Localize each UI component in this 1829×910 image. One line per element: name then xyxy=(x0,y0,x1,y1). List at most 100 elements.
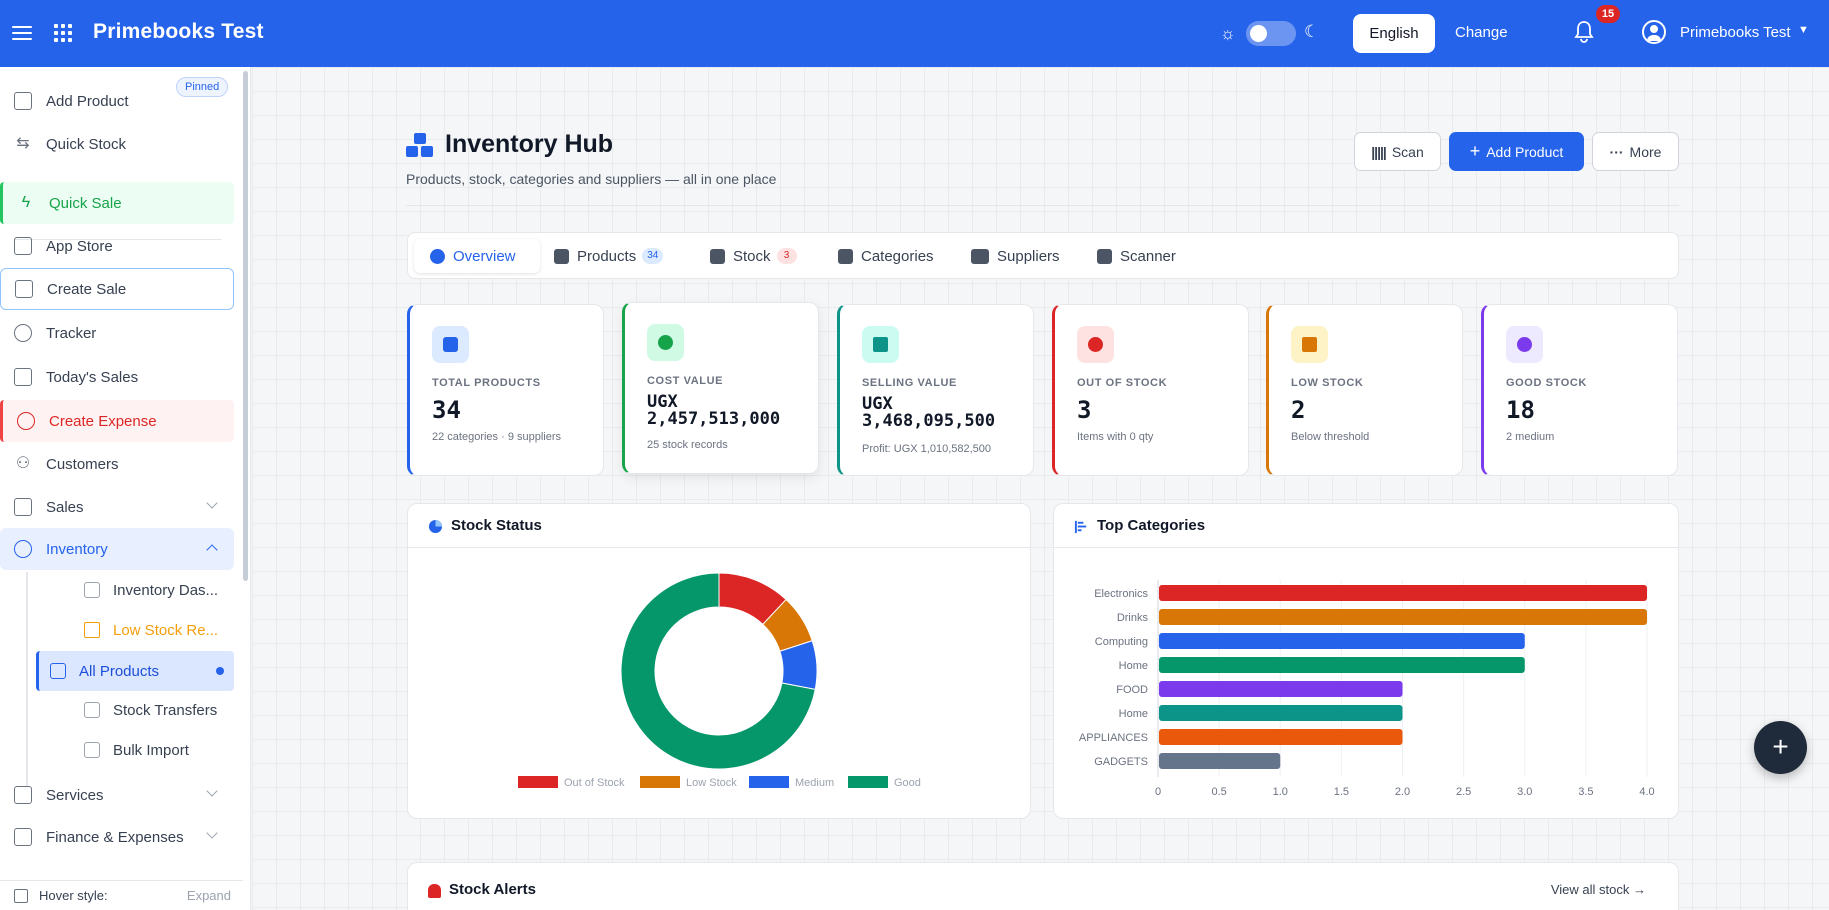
sidebar-subitem-stock-transfers[interactable]: Stock Transfers xyxy=(84,692,217,728)
stat-label: TOTAL PRODUCTS xyxy=(432,377,541,389)
tree-line xyxy=(26,572,28,787)
sidebar-item-quick-sale[interactable]: ϟ Quick Sale xyxy=(0,182,234,224)
sidebar-item-app-store[interactable]: App Store xyxy=(0,225,234,267)
stat-card-total-products[interactable]: TOTAL PRODUCTS 34 22 categories · 9 supp… xyxy=(407,304,604,476)
stat-card-low-stock[interactable]: LOW STOCK 2 Below threshold xyxy=(1266,304,1463,476)
menu-icon[interactable] xyxy=(12,22,32,44)
moon-icon: ☾ xyxy=(1304,22,1320,41)
sidebar-item-sales[interactable]: Sales xyxy=(0,486,234,528)
tab-products[interactable]: Products 34 xyxy=(554,239,664,273)
sidebar-item-tracker[interactable]: Tracker xyxy=(0,312,234,354)
lightning-icon: ϟ xyxy=(21,194,31,211)
sidebar-toggle-icon xyxy=(14,888,28,903)
sidebar-subitem-low-stock[interactable]: Low Stock Re... xyxy=(84,612,218,648)
page-subtitle: Products, stock, categories and supplier… xyxy=(406,171,777,187)
tab-label: Overview xyxy=(453,247,516,265)
brand-title[interactable]: Primebooks Test xyxy=(93,20,264,43)
floating-add-button[interactable]: + xyxy=(1754,721,1807,774)
sidebar-item-label: Customers xyxy=(46,455,119,473)
boxes-icon xyxy=(14,540,32,558)
sidebar-item-label: Create Sale xyxy=(47,280,127,298)
sidebar-divider xyxy=(14,239,222,240)
view-all-stock-link[interactable]: View all stock → xyxy=(1550,882,1646,897)
tab-overview[interactable]: Overview xyxy=(414,239,540,273)
sidebar-subitem-inventory-dashboard[interactable]: Inventory Das... xyxy=(84,572,218,608)
stock-alerts-panel: Stock Alerts View all stock → xyxy=(407,862,1679,910)
gauge-icon xyxy=(84,582,100,598)
hover-style-control[interactable]: Hover style: Expand xyxy=(0,880,243,910)
legend-label: Out of Stock xyxy=(564,777,625,789)
stock-status-panel: Stock Status Out of Stock Low Stock Medium… xyxy=(407,503,1031,819)
sidebar-item-finance-expenses[interactable]: Finance & Expenses xyxy=(0,816,234,858)
chevron-down-icon[interactable]: ▼ xyxy=(1798,24,1809,36)
warehouse-icon xyxy=(710,248,725,264)
stat-card-out-of-stock[interactable]: OUT OF STOCK 3 Items with 0 qty xyxy=(1052,304,1249,476)
legend-swatch xyxy=(749,776,789,788)
language-select[interactable]: English xyxy=(1353,14,1435,53)
x-tick-label: 3.5 xyxy=(1578,786,1593,798)
top-categories-panel: Top Categories 0 0.5 1.0 1.5 2.0 2.5 3.0 3.5 4.0… xyxy=(1053,503,1679,819)
stat-note: 2 medium xyxy=(1506,431,1555,443)
sidebar-item-create-sale[interactable]: Create Sale xyxy=(0,268,234,310)
tab-categories[interactable]: Categories xyxy=(838,239,934,273)
add-product-button[interactable]: + Add Product xyxy=(1449,132,1584,171)
category-bar[interactable] xyxy=(1159,633,1525,649)
stat-card-cost-value[interactable]: COST VALUE UGX 2,457,513,000 25 stock re… xyxy=(622,302,819,474)
sidebar-item-label: Tracker xyxy=(46,324,97,342)
plus-icon: + xyxy=(1469,141,1481,161)
panel-title: Top Categories xyxy=(1097,517,1206,534)
stat-card-good-stock[interactable]: GOOD STOCK 18 2 medium xyxy=(1481,304,1678,476)
category-label: GADGETS xyxy=(1094,756,1148,768)
sidebar-item-label: Quick Sale xyxy=(49,194,122,212)
sidebar-item-create-expense[interactable]: Create Expense xyxy=(0,400,234,442)
sidebar-item-inventory[interactable]: Inventory xyxy=(0,528,234,570)
category-bar[interactable] xyxy=(1159,657,1525,673)
scan-button[interactable]: ||||| Scan xyxy=(1354,132,1441,171)
boxes-icon xyxy=(406,133,434,159)
user-menu[interactable]: Primebooks Test xyxy=(1680,24,1791,41)
theme-toggle[interactable] xyxy=(1246,21,1296,46)
legend-swatch xyxy=(518,776,558,788)
category-label: Home xyxy=(1119,708,1148,720)
tab-scanner[interactable]: Scanner xyxy=(1097,239,1176,273)
category-bar[interactable] xyxy=(1159,609,1647,625)
category-bar[interactable] xyxy=(1159,753,1281,769)
arrows-icon xyxy=(84,702,100,718)
apps-grid-icon[interactable] xyxy=(54,24,72,42)
circle-icon xyxy=(14,324,32,342)
donut-slice[interactable] xyxy=(620,572,816,770)
active-dot-icon xyxy=(216,667,224,675)
panel-header: Stock Status xyxy=(408,504,1030,548)
sidebar-subitem-bulk-import[interactable]: Bulk Import xyxy=(84,732,189,768)
warning-icon xyxy=(1291,326,1328,363)
x-tick-label: 0 xyxy=(1155,786,1161,798)
sidebar-item-add-product[interactable]: Add Product xyxy=(0,80,234,122)
stat-card-selling-value[interactable]: SELLING VALUE UGX 3,468,095,500 Profit: … xyxy=(837,304,1034,476)
top-categories-chart: 0 0.5 1.0 1.5 2.0 2.5 3.0 3.5 4.0 Electronics Drin… xyxy=(1079,580,1655,798)
more-button[interactable]: ··· More xyxy=(1592,132,1679,171)
sidebar-item-customers[interactable]: ⚇ Customers xyxy=(0,443,234,485)
tab-label: Categories xyxy=(861,247,934,265)
pie-chart-icon xyxy=(428,519,443,534)
user-avatar-icon[interactable] xyxy=(1642,20,1666,44)
category-bar[interactable] xyxy=(1159,729,1403,745)
category-bar[interactable] xyxy=(1159,585,1647,601)
tab-stock[interactable]: Stock 3 xyxy=(710,239,797,273)
tab-suppliers[interactable]: Suppliers xyxy=(971,239,1060,273)
more-button-label: More xyxy=(1629,143,1662,160)
sidebar-subitem-all-products[interactable]: All Products xyxy=(36,651,234,691)
sidebar-item-services[interactable]: Services xyxy=(0,774,234,816)
truck-icon xyxy=(971,248,989,264)
sidebar-subitem-label: All Products xyxy=(79,662,160,680)
change-language-button[interactable]: Change xyxy=(1455,24,1508,41)
hover-style-value[interactable]: Expand xyxy=(186,888,231,903)
bell-icon[interactable] xyxy=(1573,20,1595,44)
receipt-icon xyxy=(15,280,33,298)
legend-swatch xyxy=(848,776,888,788)
sidebar-item-quick-stock[interactable]: ⇆ Quick Stock xyxy=(0,123,234,165)
sidebar-item-todays-sales[interactable]: Today's Sales xyxy=(0,356,234,398)
category-bar[interactable] xyxy=(1159,705,1403,721)
sidebar-scrollbar[interactable] xyxy=(243,71,248,581)
stat-label: SELLING VALUE xyxy=(862,377,957,389)
category-bar[interactable] xyxy=(1159,681,1403,697)
